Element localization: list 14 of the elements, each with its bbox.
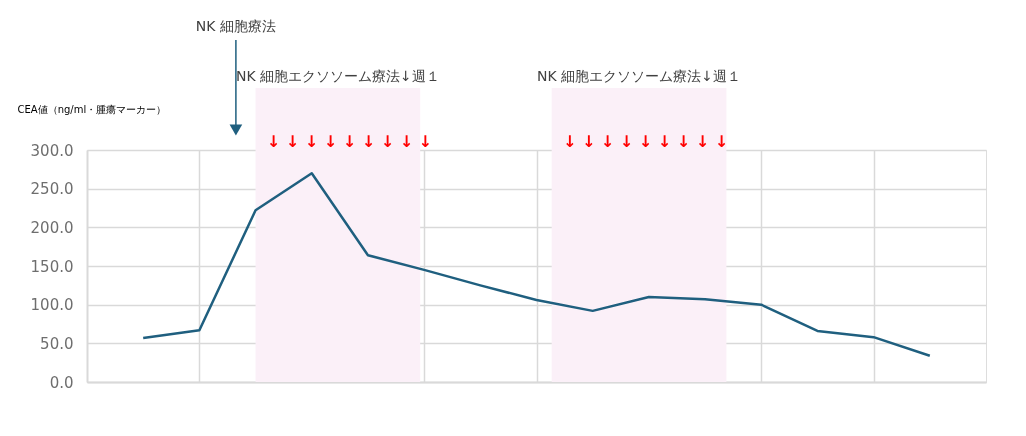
y-tick-label: 200.0 — [30, 218, 74, 237]
line-series — [141, 171, 932, 357]
text: NK 細胞エクソソーム療法↓週１ — [537, 68, 741, 84]
y-tick-label: 0.0 — [49, 373, 74, 392]
y-tick-label: 50.0 — [40, 334, 74, 353]
y-tick-label: 100.0 — [30, 296, 74, 315]
y-tick-label: 300.0 — [30, 141, 74, 160]
text: NK 細胞エクソソーム療法↓週１ — [235, 68, 440, 84]
annotation: ↓ ↓ ↓ ↓ ↓ ↓ ↓ ↓ ↓ — [562, 132, 729, 151]
y-tick-label: 150.0 — [30, 257, 74, 276]
y-axis-title: CEA値（ng/ml・腫瘍マーカー） — [17, 103, 167, 115]
text: NK 細胞療法 — [195, 18, 276, 34]
y-tick-label: 250.0 — [30, 180, 74, 199]
annotation: ↓ ↓ ↓ ↓ ↓ ↓ ↓ ↓ ↓ — [266, 132, 433, 151]
